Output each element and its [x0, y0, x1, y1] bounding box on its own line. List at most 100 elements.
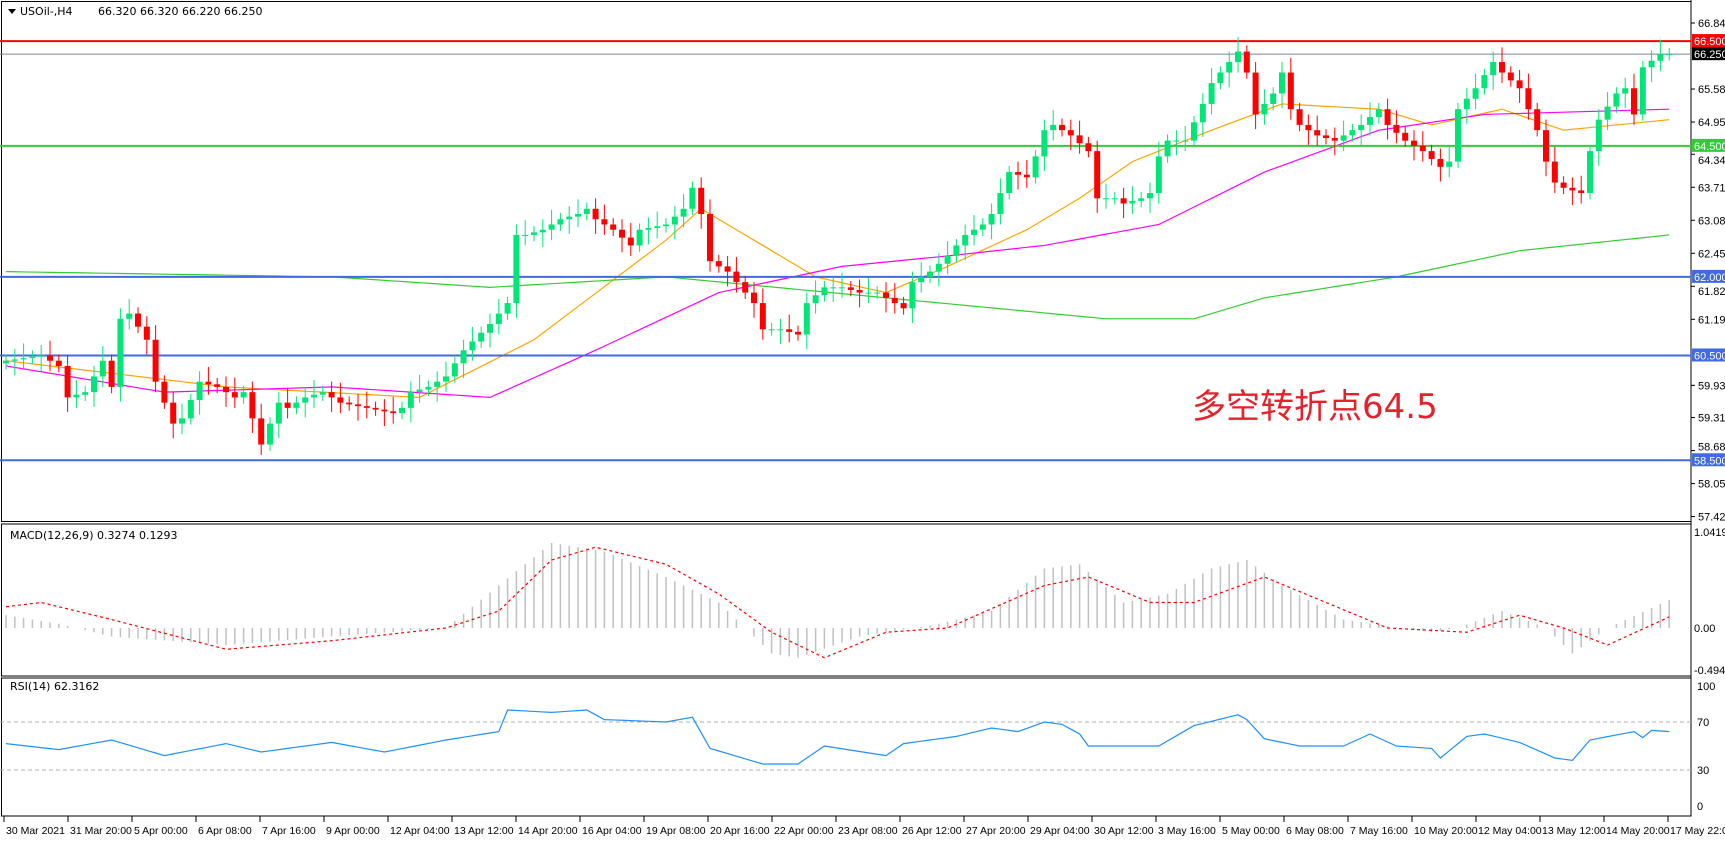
candle-body [1455, 109, 1461, 162]
level-tag-label: 62.000 [1694, 272, 1725, 284]
candle [1340, 120, 1347, 152]
candle-body [504, 303, 511, 314]
candle-body [1384, 109, 1391, 125]
candle [733, 256, 740, 293]
candle [20, 343, 27, 370]
candle-body [610, 224, 617, 230]
candle [126, 298, 133, 330]
candle [627, 222, 634, 256]
candle [1384, 98, 1391, 140]
candle-body [1217, 72, 1224, 83]
candle-body [1164, 140, 1171, 157]
time-tick-label: 6 May 08:00 [1286, 825, 1344, 837]
candle [1613, 87, 1620, 113]
candle-body [1208, 82, 1215, 104]
candle-body [451, 363, 458, 377]
candle [1173, 130, 1180, 156]
candle-body [1604, 106, 1611, 120]
candle-body [768, 329, 775, 331]
candle-body [1103, 198, 1109, 200]
candle-body [1323, 135, 1329, 139]
candle-body [531, 232, 537, 235]
level-tag-label: 60.500 [1694, 350, 1725, 362]
candle [786, 314, 793, 343]
candle-body [548, 224, 555, 230]
time-tick-label: 5 May 00:00 [1222, 825, 1280, 837]
macd-panel[interactable]: 1.0419 0.00 -0.494 [1, 523, 1725, 677]
candle [1587, 144, 1593, 200]
rsi-panel[interactable]: 100 70 30 0 [0, 677, 1715, 817]
candle [583, 202, 590, 221]
time-tick-label: 27 Apr 20:00 [966, 825, 1026, 837]
candle [865, 277, 872, 304]
candle-body [152, 339, 159, 382]
time-tick-label: 16 Apr 04:00 [582, 825, 642, 837]
candle [1287, 57, 1294, 120]
candle [513, 224, 520, 318]
collapse-triangle-icon[interactable] [8, 9, 16, 14]
candle [1543, 119, 1549, 177]
candle [1375, 102, 1382, 124]
candle-body [126, 313, 133, 319]
level-tag-bg [1692, 34, 1725, 48]
candle [196, 371, 203, 415]
candle [1191, 116, 1197, 147]
candle [1331, 127, 1338, 156]
candle [645, 217, 652, 245]
candle [311, 380, 317, 408]
candle [1507, 66, 1514, 87]
candle-body [11, 359, 18, 361]
price-tick-label: 63.710 [1698, 182, 1725, 194]
candle [1402, 126, 1409, 147]
candle-body [1578, 190, 1585, 194]
candle-body [363, 406, 370, 408]
candle-body [29, 356, 36, 359]
candle-body [1428, 151, 1435, 159]
candle-body [997, 193, 1004, 214]
candle-body [425, 386, 432, 390]
candle-body [284, 402, 291, 408]
candle [152, 325, 159, 393]
rsi-panel-border [1, 677, 1692, 817]
candle-body [1287, 72, 1294, 110]
candle [927, 265, 933, 284]
candle-body [1534, 109, 1541, 131]
candle-body [346, 402, 353, 405]
level-tag-bg [1692, 453, 1725, 467]
candle-body [575, 213, 581, 217]
candle [1499, 47, 1505, 83]
candle [1666, 47, 1673, 61]
candle-body [1261, 103, 1268, 115]
candle-body [1085, 143, 1092, 152]
macd-signal-line [5, 546, 1670, 659]
time-tick-label: 26 Apr 12:00 [902, 825, 962, 837]
candle [372, 401, 379, 416]
candle [1367, 102, 1373, 136]
candle [795, 325, 801, 341]
candle-body [522, 234, 529, 236]
level-tag-label: 58.500 [1694, 455, 1725, 467]
candle [847, 281, 854, 297]
candle [1279, 62, 1285, 109]
price-tick-label: 59.315 [1698, 413, 1725, 425]
candle [971, 215, 977, 246]
candle-body [1402, 132, 1409, 141]
price-tick-label: 66.845 [1698, 18, 1725, 30]
candle-body [707, 213, 713, 262]
candle [883, 282, 889, 313]
candle [988, 203, 995, 240]
candle [64, 355, 71, 413]
candle [1103, 183, 1109, 209]
candle [1155, 141, 1162, 204]
candle [1657, 39, 1664, 72]
candle [1639, 60, 1646, 121]
candle [1050, 110, 1057, 141]
time-tick-label: 17 May 22:00 [1670, 825, 1725, 837]
candle-body [654, 226, 661, 228]
candle [900, 296, 907, 315]
candle-body [47, 355, 53, 361]
candle-body [627, 237, 634, 246]
candle-body [698, 187, 705, 214]
candle-body [1613, 93, 1620, 107]
